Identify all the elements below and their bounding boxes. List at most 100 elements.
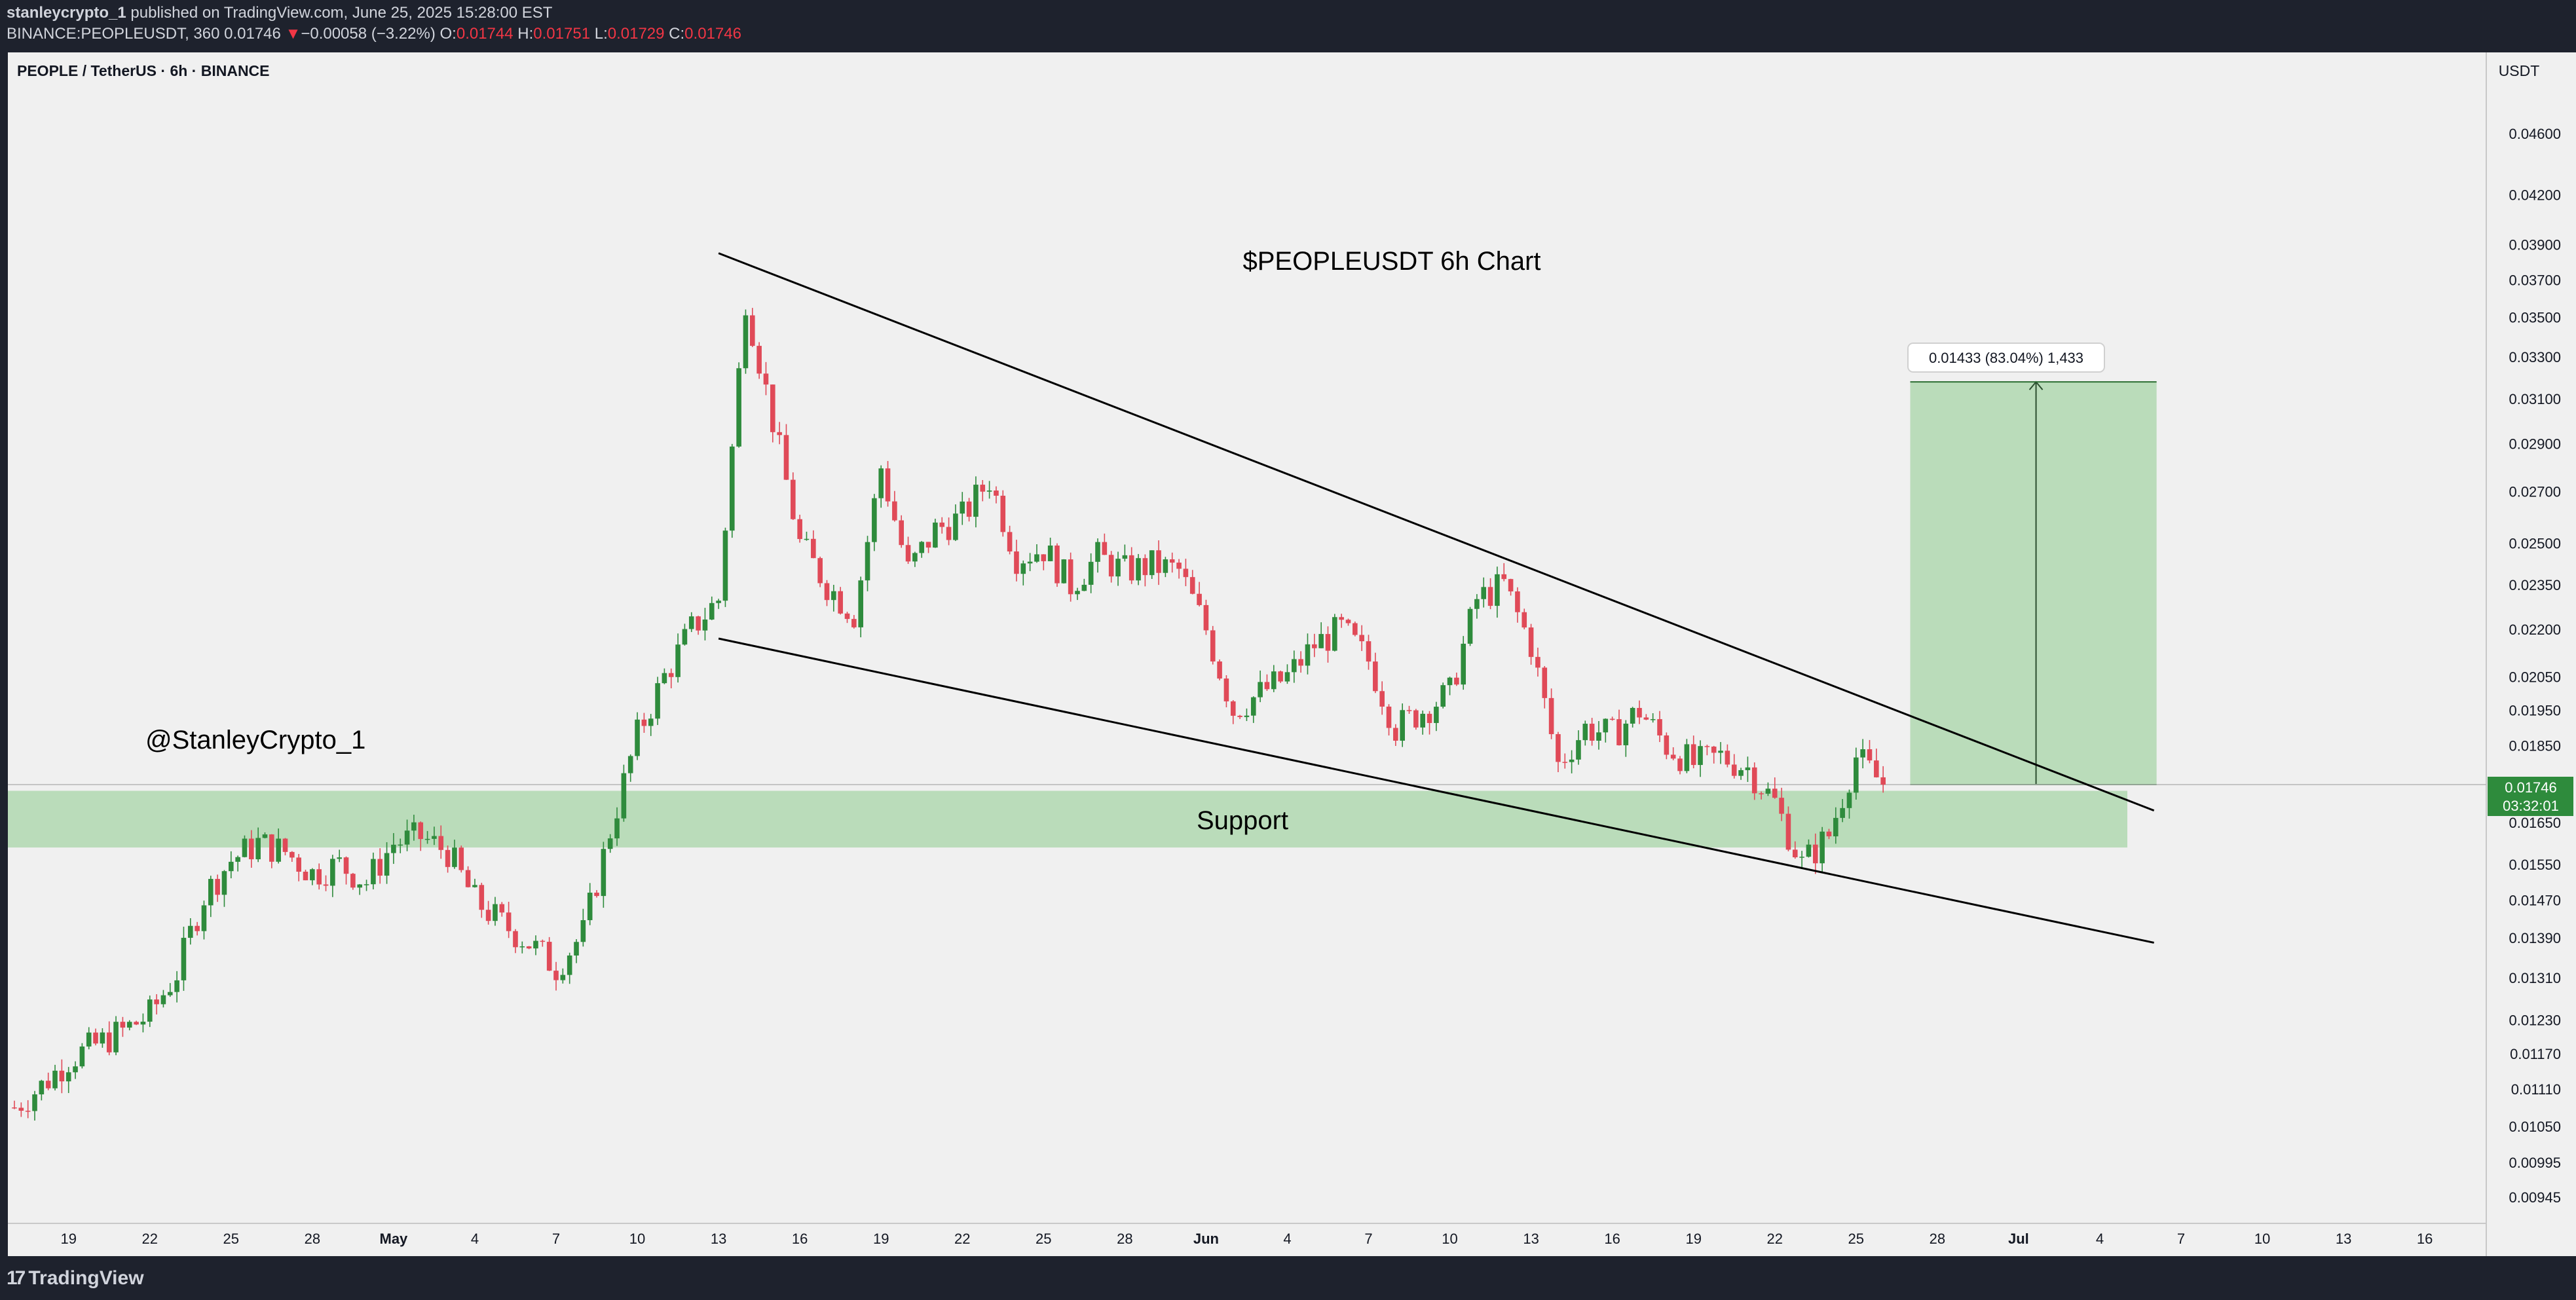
candle-body[interactable] <box>716 601 721 603</box>
candle-body[interactable] <box>1122 555 1128 559</box>
candle-body[interactable] <box>316 869 322 885</box>
support-zone[interactable] <box>8 790 2127 848</box>
candle-body[interactable] <box>587 893 593 921</box>
candle-body[interactable] <box>174 980 179 992</box>
wedge-lower-trendline[interactable] <box>718 637 2154 944</box>
candle-body[interactable] <box>330 859 335 886</box>
candle-body[interactable] <box>1291 659 1297 673</box>
candle-body[interactable] <box>1854 757 1859 793</box>
candle-body[interactable] <box>1223 678 1229 701</box>
candle-body[interactable] <box>100 1032 105 1044</box>
candle-body[interactable] <box>1454 677 1459 685</box>
candle-body[interactable] <box>858 580 863 627</box>
candle-body[interactable] <box>1690 744 1696 766</box>
candle-body[interactable] <box>45 1081 51 1088</box>
candle-body[interactable] <box>1061 559 1067 584</box>
candle-body[interactable] <box>1007 532 1013 552</box>
candle-body[interactable] <box>553 971 559 980</box>
candle-body[interactable] <box>1203 604 1209 631</box>
candle-body[interactable] <box>465 870 471 887</box>
candle-body[interactable] <box>1176 563 1182 569</box>
candle-body[interactable] <box>709 603 715 620</box>
candle-body[interactable] <box>1305 644 1311 666</box>
candle-body[interactable] <box>93 1032 98 1044</box>
candle-body[interactable] <box>432 836 437 839</box>
candle-body[interactable] <box>126 1022 132 1028</box>
candle-body[interactable] <box>844 613 850 620</box>
candle-body[interactable] <box>980 485 986 492</box>
candle-body[interactable] <box>235 857 240 862</box>
candle-body[interactable] <box>851 619 857 627</box>
candle-body[interactable] <box>106 1032 112 1052</box>
candle-body[interactable] <box>1386 706 1392 728</box>
candle-body[interactable] <box>181 937 187 980</box>
candle-body[interactable] <box>1156 550 1161 573</box>
candle-body[interactable] <box>1000 495 1006 532</box>
candle-body[interactable] <box>445 849 451 867</box>
candle-body[interactable] <box>513 931 518 948</box>
candle-body[interactable] <box>1840 808 1845 818</box>
candle-body[interactable] <box>1359 635 1364 642</box>
candle-body[interactable] <box>1020 563 1026 574</box>
candle-body[interactable] <box>1284 672 1290 682</box>
candle-body[interactable] <box>1258 682 1263 697</box>
candle-body[interactable] <box>249 838 254 860</box>
candle-body[interactable] <box>1034 554 1039 562</box>
candle-body[interactable] <box>1108 555 1114 577</box>
candle-body[interactable] <box>1312 644 1317 648</box>
candle-body[interactable] <box>783 435 789 480</box>
candle-body[interactable] <box>32 1094 37 1111</box>
candle-body[interactable] <box>1670 754 1676 759</box>
candle-body[interactable] <box>12 1107 17 1109</box>
candle-body[interactable] <box>655 683 660 719</box>
candle-body[interactable] <box>811 538 816 559</box>
candle-body[interactable] <box>662 673 667 684</box>
candle-body[interactable] <box>1474 599 1480 609</box>
candle-body[interactable] <box>824 583 830 601</box>
candle-body[interactable] <box>797 519 802 540</box>
candle-body[interactable] <box>749 315 755 346</box>
target-zone[interactable] <box>1910 382 2157 785</box>
candle-body[interactable] <box>1623 723 1629 745</box>
candle-body[interactable] <box>303 871 308 881</box>
candle-body[interactable] <box>310 869 315 881</box>
candle-body[interactable] <box>1339 617 1344 620</box>
candle-body[interactable] <box>1759 793 1764 794</box>
candle-body[interactable] <box>770 384 775 432</box>
candle-body[interactable] <box>147 999 153 1022</box>
candle-body[interactable] <box>1217 661 1222 679</box>
candle-body[interactable] <box>1711 747 1717 753</box>
candle-body[interactable] <box>1461 643 1466 685</box>
candle-body[interactable] <box>966 501 972 517</box>
publisher-name[interactable]: stanleycrypto_1 <box>7 4 126 22</box>
candle-body[interactable] <box>472 885 477 887</box>
candle-body[interactable] <box>134 1022 139 1025</box>
candle-body[interactable] <box>1874 760 1879 777</box>
candle-body[interactable] <box>696 616 701 631</box>
candle-body[interactable] <box>1406 710 1412 711</box>
candle-body[interactable] <box>187 925 193 938</box>
wedge-upper-trendline[interactable] <box>718 252 2155 811</box>
candle-body[interactable] <box>195 925 200 931</box>
candle-body[interactable] <box>1508 579 1514 592</box>
candle-body[interactable] <box>1047 546 1053 561</box>
candle-body[interactable] <box>946 527 952 540</box>
candle-body[interactable] <box>1467 608 1473 644</box>
candle-body[interactable] <box>140 1022 146 1025</box>
candle-body[interactable] <box>452 847 457 867</box>
candle-body[interactable] <box>113 1022 119 1052</box>
candle-body[interactable] <box>1664 735 1670 755</box>
candle-body[interactable] <box>1068 559 1073 595</box>
candle-body[interactable] <box>1136 558 1141 581</box>
candle-body[interactable] <box>1440 685 1446 707</box>
candle-body[interactable] <box>641 719 647 726</box>
candle-body[interactable] <box>1244 715 1250 717</box>
candle-body[interactable] <box>621 773 627 819</box>
candle-body[interactable] <box>39 1081 45 1095</box>
candle-body[interactable] <box>567 955 572 975</box>
candle-body[interactable] <box>418 822 424 840</box>
candle-body[interactable] <box>371 859 376 885</box>
candle-body[interactable] <box>1264 682 1270 690</box>
candle-body[interactable] <box>1576 740 1581 760</box>
candle-body[interactable] <box>1556 734 1561 762</box>
